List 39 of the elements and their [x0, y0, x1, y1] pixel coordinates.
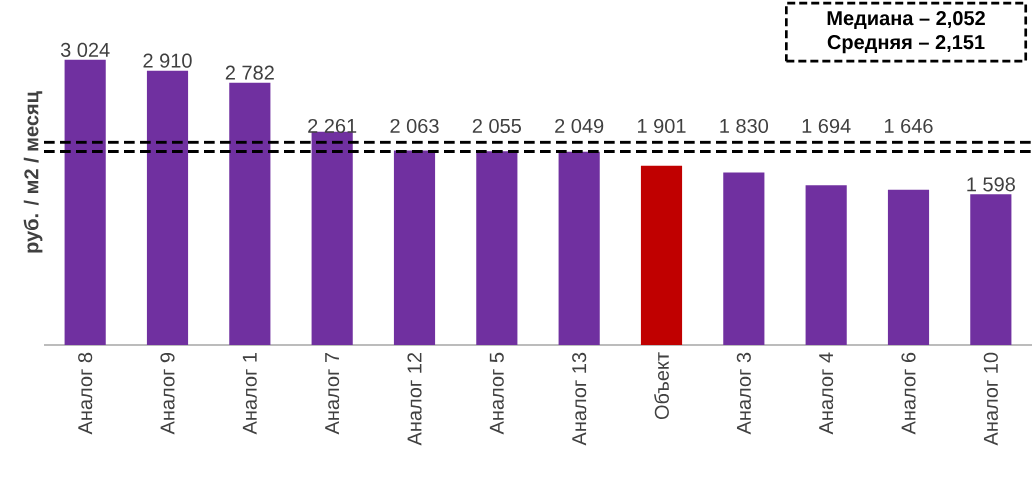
bar: [887, 189, 930, 345]
bar: [311, 131, 353, 345]
bar: [64, 59, 106, 345]
data-label: 1 830: [720, 118, 769, 134]
x-tick-label: Аналог 3: [736, 352, 751, 435]
data-label: 2 049: [555, 118, 604, 134]
data-label: 2 055: [472, 118, 521, 134]
x-tick-label: Аналог 8: [78, 352, 93, 435]
x-tick-label: Аналог 13: [572, 352, 587, 446]
bar: [229, 82, 271, 345]
data-label: 2 910: [143, 53, 192, 68]
x-tick-label: Аналог 9: [160, 352, 175, 435]
x-tick-label: Аналог 5: [489, 352, 504, 435]
x-tick-label: Объект: [654, 352, 669, 420]
data-label: 2 063: [390, 118, 439, 134]
data-label: 1 646: [885, 118, 933, 134]
x-tick-label: Аналог 10: [983, 352, 998, 446]
text: Средняя – 2,151: [827, 35, 985, 54]
data-label: 2 782: [225, 65, 274, 80]
bar: [805, 185, 847, 345]
bar: [723, 172, 765, 345]
x-tick-label: Аналог 6: [901, 352, 916, 435]
bar: [393, 150, 436, 345]
y-axis-title: руб. / м2 / месяц: [23, 91, 43, 253]
bar: [558, 151, 600, 345]
data-label: 1 901: [638, 118, 686, 134]
bar: [476, 151, 518, 345]
x-tick-label: Аналог 7: [325, 352, 340, 435]
data-label: 1 694: [802, 118, 851, 134]
data-label: 3 024: [60, 42, 110, 57]
bar: [970, 194, 1012, 345]
bar: [640, 165, 683, 345]
x-tick-label: Аналог 4: [819, 352, 834, 435]
data-label: 1 598: [967, 177, 1015, 192]
text: Медиана – 2,052: [827, 11, 985, 29]
bar: [146, 70, 189, 345]
x-tick-label: Аналог 12: [407, 352, 422, 446]
data-label: 2 261: [308, 118, 357, 134]
x-tick-label: Аналог 1: [242, 352, 257, 435]
